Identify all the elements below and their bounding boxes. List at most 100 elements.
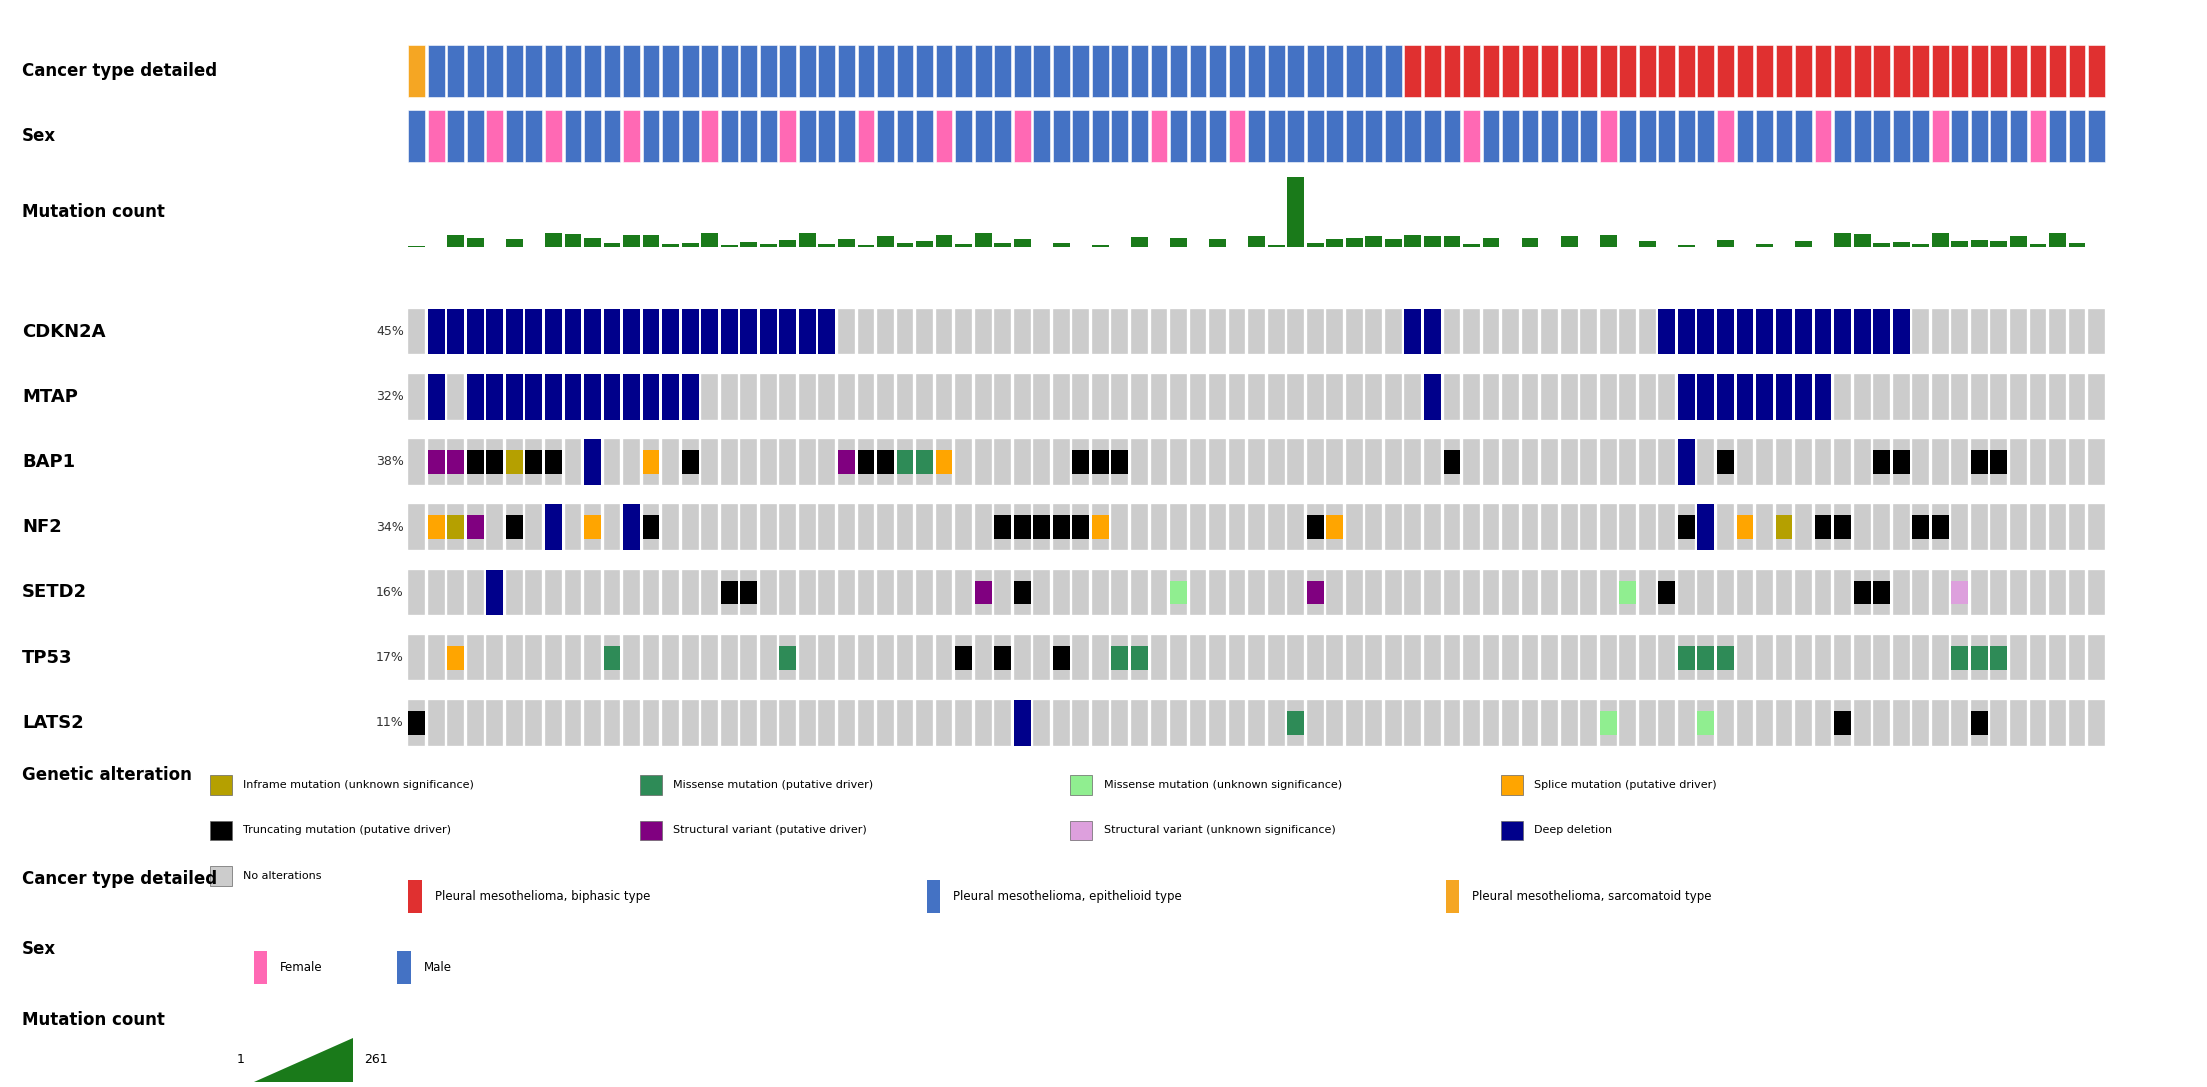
Bar	[819, 635, 834, 680]
Bar	[622, 700, 640, 746]
Bar	[975, 309, 991, 354]
Bar	[468, 515, 483, 539]
Bar	[408, 374, 426, 420]
Bar	[2068, 570, 2086, 615]
Bar	[1404, 309, 1421, 354]
Bar	[448, 570, 463, 615]
Bar	[1697, 635, 1715, 680]
Bar	[779, 439, 797, 485]
Bar	[1446, 880, 1459, 913]
Bar	[896, 45, 914, 97]
Bar	[1287, 570, 1304, 615]
Bar	[722, 309, 737, 354]
Bar	[1307, 580, 1324, 604]
Bar	[1777, 45, 1792, 97]
Text: Male: Male	[424, 961, 452, 974]
Bar	[486, 110, 503, 162]
Bar	[1620, 309, 1635, 354]
Bar	[859, 504, 874, 550]
Bar	[1794, 700, 1812, 746]
Bar	[682, 450, 700, 474]
Bar	[1737, 374, 1752, 420]
Bar	[448, 439, 463, 485]
Bar	[1190, 635, 1207, 680]
Bar	[1717, 646, 1735, 670]
Bar	[779, 309, 797, 354]
Bar	[505, 504, 523, 550]
Bar	[254, 951, 267, 984]
Bar	[486, 570, 503, 615]
Bar	[1911, 504, 1929, 550]
Text: Truncating mutation (putative driver): Truncating mutation (putative driver)	[243, 825, 450, 836]
Bar	[1971, 309, 1989, 354]
Bar	[1130, 504, 1148, 550]
Bar	[1874, 45, 1889, 97]
Bar	[1540, 439, 1558, 485]
Bar	[1717, 240, 1735, 247]
Bar	[739, 580, 757, 604]
Bar	[1834, 515, 1852, 539]
Bar	[1209, 239, 1225, 247]
Bar	[545, 635, 563, 680]
Bar	[1424, 110, 1441, 162]
Bar	[428, 309, 444, 354]
Bar	[739, 504, 757, 550]
Bar	[1053, 504, 1070, 550]
Bar	[1326, 439, 1344, 485]
Bar	[408, 45, 426, 97]
Bar	[1717, 110, 1735, 162]
Bar	[1834, 635, 1852, 680]
Bar	[1737, 374, 1752, 420]
Bar	[1521, 238, 1538, 247]
Bar	[956, 504, 971, 550]
Bar	[662, 439, 680, 485]
Bar	[1501, 775, 1523, 795]
Bar	[448, 700, 463, 746]
Bar	[1013, 309, 1031, 354]
Bar	[995, 646, 1011, 670]
Bar	[642, 374, 660, 420]
Bar	[525, 374, 543, 420]
Bar	[1931, 570, 1949, 615]
Bar	[1854, 309, 1872, 354]
Bar	[956, 110, 971, 162]
Bar	[1326, 309, 1344, 354]
Bar	[642, 504, 660, 550]
Bar	[565, 234, 580, 247]
Bar	[1404, 570, 1421, 615]
Bar	[1991, 646, 2008, 670]
Bar	[1600, 45, 1616, 97]
Bar	[859, 635, 874, 680]
Bar	[1463, 374, 1481, 420]
Text: Cancer type detailed: Cancer type detailed	[22, 62, 216, 79]
Bar	[1463, 439, 1481, 485]
Bar	[1757, 439, 1772, 485]
Bar	[1209, 700, 1225, 746]
Bar	[1677, 309, 1695, 354]
Bar	[468, 374, 483, 420]
Bar	[936, 439, 953, 485]
Bar	[916, 45, 934, 97]
Bar	[876, 570, 894, 615]
Bar	[1170, 700, 1187, 746]
Bar	[702, 45, 717, 97]
Bar	[1503, 635, 1518, 680]
Bar	[1854, 700, 1872, 746]
Bar	[1794, 374, 1812, 420]
Bar	[1854, 309, 1872, 354]
Bar	[1033, 45, 1051, 97]
Bar	[2030, 700, 2046, 746]
Bar	[622, 110, 640, 162]
Bar	[1657, 45, 1675, 97]
Bar	[1834, 374, 1852, 420]
Bar	[1777, 110, 1792, 162]
Bar	[1326, 239, 1344, 247]
Bar	[622, 235, 640, 247]
Bar	[936, 700, 953, 746]
Bar	[1717, 450, 1735, 474]
Bar	[956, 570, 971, 615]
Bar	[916, 374, 934, 420]
Bar	[1991, 504, 2008, 550]
Bar	[448, 309, 463, 354]
Bar	[605, 646, 620, 670]
